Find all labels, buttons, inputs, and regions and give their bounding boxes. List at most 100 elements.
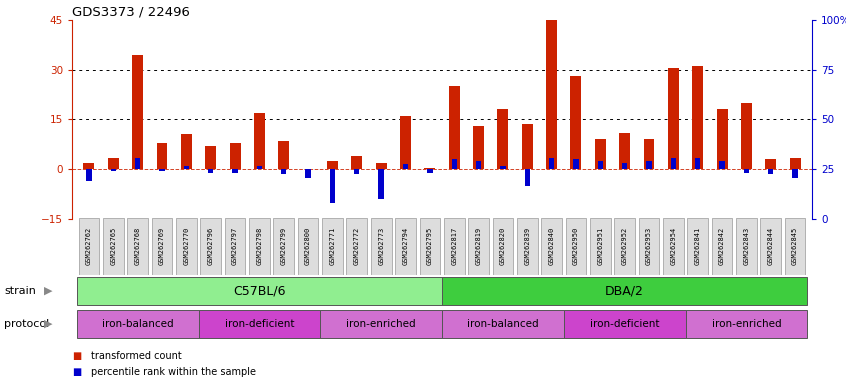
Bar (176, 218, 197, 275)
Bar (736, 218, 757, 275)
Text: iron-balanced: iron-balanced (102, 319, 173, 329)
Text: GSM262770: GSM262770 (184, 227, 190, 265)
Bar (687, 218, 708, 275)
Bar (719, 161, 725, 169)
Bar (354, 169, 360, 174)
Bar (351, 156, 362, 169)
Bar (233, 169, 238, 173)
Text: GSM262839: GSM262839 (525, 227, 530, 265)
Bar (768, 169, 773, 174)
Bar (208, 169, 213, 173)
Bar (468, 218, 489, 275)
Text: iron-enriched: iron-enriched (346, 319, 416, 329)
Bar (427, 169, 432, 173)
Bar (671, 158, 676, 169)
Bar (321, 310, 442, 338)
Bar (522, 124, 533, 169)
Bar (766, 159, 777, 169)
Bar (500, 166, 506, 169)
Text: iron-deficient: iron-deficient (590, 319, 659, 329)
Text: DBA/2: DBA/2 (605, 284, 644, 297)
Bar (444, 218, 464, 275)
Bar (644, 139, 655, 169)
Text: GSM262952: GSM262952 (622, 227, 628, 265)
Bar (619, 133, 630, 169)
Text: GSM262840: GSM262840 (548, 227, 555, 265)
Bar (281, 169, 287, 174)
Text: ■: ■ (72, 351, 81, 361)
Bar (184, 166, 189, 169)
Bar (597, 161, 603, 169)
Bar (566, 218, 586, 275)
Text: GSM262768: GSM262768 (135, 227, 140, 265)
Bar (103, 218, 124, 275)
Text: percentile rank within the sample: percentile rank within the sample (91, 367, 255, 377)
Bar (711, 218, 733, 275)
Bar (547, 20, 557, 169)
Bar (77, 276, 442, 305)
Bar (225, 218, 245, 275)
Bar (452, 159, 457, 169)
Bar (667, 68, 678, 169)
Text: GSM262841: GSM262841 (695, 227, 700, 265)
Bar (442, 310, 563, 338)
Text: GSM262954: GSM262954 (670, 227, 676, 265)
Text: GDS3373 / 22496: GDS3373 / 22496 (72, 5, 190, 18)
Bar (685, 310, 807, 338)
Text: ▶: ▶ (44, 286, 52, 296)
Bar (646, 161, 651, 169)
Bar (541, 218, 562, 275)
Text: iron-enriched: iron-enriched (711, 319, 781, 329)
Bar (330, 169, 335, 203)
Bar (305, 169, 310, 178)
Text: C57BL/6: C57BL/6 (233, 284, 286, 297)
Bar (473, 126, 484, 169)
Bar (590, 218, 611, 275)
Text: GSM262799: GSM262799 (281, 227, 287, 265)
Text: GSM262773: GSM262773 (378, 227, 384, 265)
Text: GSM262798: GSM262798 (256, 227, 262, 265)
Text: GSM262769: GSM262769 (159, 227, 165, 265)
Bar (322, 218, 343, 275)
Bar (132, 55, 143, 169)
Text: GSM262951: GSM262951 (597, 227, 603, 265)
Bar (327, 161, 338, 169)
Text: GSM262796: GSM262796 (208, 227, 214, 265)
Bar (229, 143, 240, 169)
Text: GSM262820: GSM262820 (500, 227, 506, 265)
Bar (614, 218, 635, 275)
Bar (574, 159, 579, 169)
Bar (378, 169, 384, 199)
Bar (622, 163, 628, 169)
Bar (86, 169, 91, 181)
Bar (273, 218, 294, 275)
Text: iron-deficient: iron-deficient (225, 319, 294, 329)
Bar (497, 109, 508, 169)
Bar (376, 163, 387, 169)
Text: GSM262795: GSM262795 (427, 227, 433, 265)
Text: GSM262817: GSM262817 (451, 227, 457, 265)
Text: GSM262842: GSM262842 (719, 227, 725, 265)
Bar (420, 218, 440, 275)
Bar (199, 310, 321, 338)
Text: GSM262950: GSM262950 (573, 227, 579, 265)
Bar (298, 218, 318, 275)
Bar (256, 166, 262, 169)
Bar (425, 168, 436, 169)
Bar (206, 146, 217, 169)
Text: ■: ■ (72, 367, 81, 377)
Text: protocol: protocol (4, 319, 49, 329)
Bar (492, 218, 514, 275)
Bar (442, 276, 807, 305)
Bar (181, 134, 192, 169)
Bar (789, 158, 800, 169)
Bar (741, 103, 752, 169)
Text: GSM262762: GSM262762 (86, 227, 92, 265)
Bar (476, 161, 481, 169)
Bar (761, 218, 781, 275)
Bar (111, 169, 116, 171)
Bar (785, 218, 805, 275)
Text: GSM262843: GSM262843 (744, 227, 750, 265)
Bar (151, 218, 173, 275)
Bar (663, 218, 684, 275)
